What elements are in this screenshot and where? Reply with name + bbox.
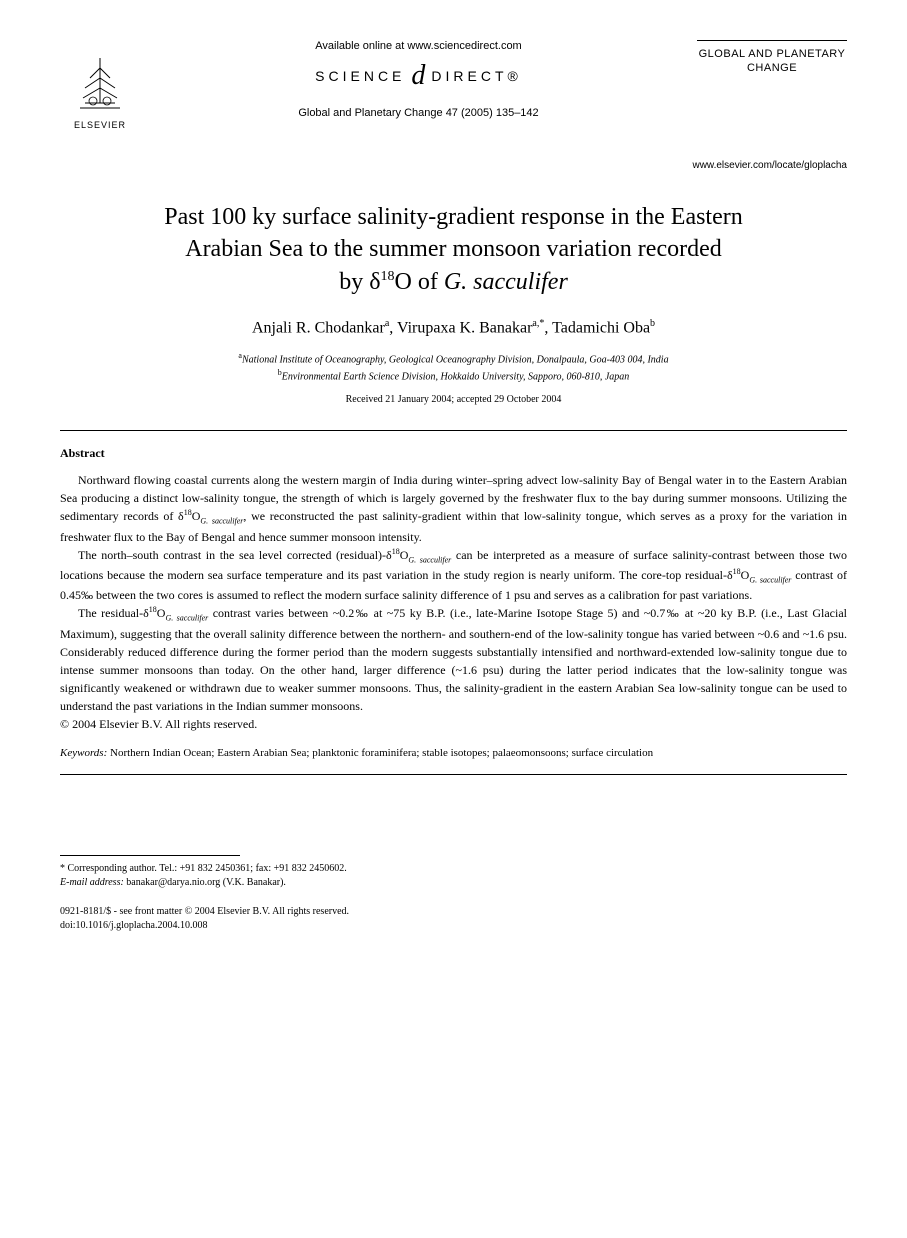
corresponding-text: * Corresponding author. Tel.: +91 832 24… xyxy=(60,862,847,876)
elsevier-logo: ELSEVIER xyxy=(60,40,140,130)
elsevier-tree-icon xyxy=(65,53,135,118)
sd-right: DIRECT® xyxy=(431,68,521,84)
header-center: Available online at www.sciencedirect.co… xyxy=(140,40,697,119)
keywords-text: Northern Indian Ocean; Eastern Arabian S… xyxy=(107,747,653,759)
sd-left: SCIENCE xyxy=(315,68,405,84)
affiliations: aNational Institute of Oceanography, Geo… xyxy=(60,350,847,385)
divider-bottom xyxy=(60,774,847,775)
journal-name-box: GLOBAL AND PLANETARY CHANGE xyxy=(697,40,847,76)
journal-url: www.elsevier.com/locate/gloplacha xyxy=(60,160,847,171)
issn-line: 0921-8181/$ - see front matter © 2004 El… xyxy=(60,905,847,919)
article-dates: Received 21 January 2004; accepted 29 Oc… xyxy=(60,394,847,405)
keywords: Keywords: Northern Indian Ocean; Eastern… xyxy=(60,747,847,759)
keywords-label: Keywords: xyxy=(60,747,107,759)
affiliation-b: Environmental Earth Science Division, Ho… xyxy=(282,371,630,382)
email-label: E-mail address: xyxy=(60,877,124,888)
available-online-text: Available online at www.sciencedirect.co… xyxy=(160,40,677,52)
publisher-name: ELSEVIER xyxy=(74,120,126,130)
affiliation-a: National Institute of Oceanography, Geol… xyxy=(242,354,669,365)
abstract-heading: Abstract xyxy=(60,446,847,461)
footer-info: 0921-8181/$ - see front matter © 2004 El… xyxy=(60,905,847,933)
header-row: ELSEVIER Available online at www.science… xyxy=(60,40,847,130)
abstract-p3: The residual-δ18OG. sacculifer contrast … xyxy=(60,604,847,714)
journal-reference: Global and Planetary Change 47 (2005) 13… xyxy=(160,107,677,119)
divider-top xyxy=(60,430,847,431)
email-address: banakar@darya.nio.org (V.K. Banakar). xyxy=(124,877,286,888)
author-1: Anjali R. Chodankar xyxy=(252,320,385,337)
copyright: © 2004 Elsevier B.V. All rights reserved… xyxy=(60,717,847,732)
footnote-separator xyxy=(60,855,240,856)
author-2: Virupaxa K. Banakar xyxy=(397,320,532,337)
author-3: Tadamichi Oba xyxy=(552,320,650,337)
abstract-p1: Northward flowing coastal currents along… xyxy=(60,471,847,545)
sd-at-icon: d xyxy=(411,60,425,92)
journal-name: GLOBAL AND PLANETARY CHANGE xyxy=(697,47,847,76)
corresponding-author-footnote: * Corresponding author. Tel.: +91 832 24… xyxy=(60,862,847,890)
doi-line: doi:10.1016/j.gloplacha.2004.10.008 xyxy=(60,919,847,933)
authors: Anjali R. Chodankara, Virupaxa K. Banaka… xyxy=(60,318,847,337)
article-title: Past 100 ky surface salinity-gradient re… xyxy=(60,201,847,298)
sciencedirect-logo: SCIENCE d DIRECT® xyxy=(160,60,677,92)
abstract-p2: The north–south contrast in the sea leve… xyxy=(60,546,847,605)
